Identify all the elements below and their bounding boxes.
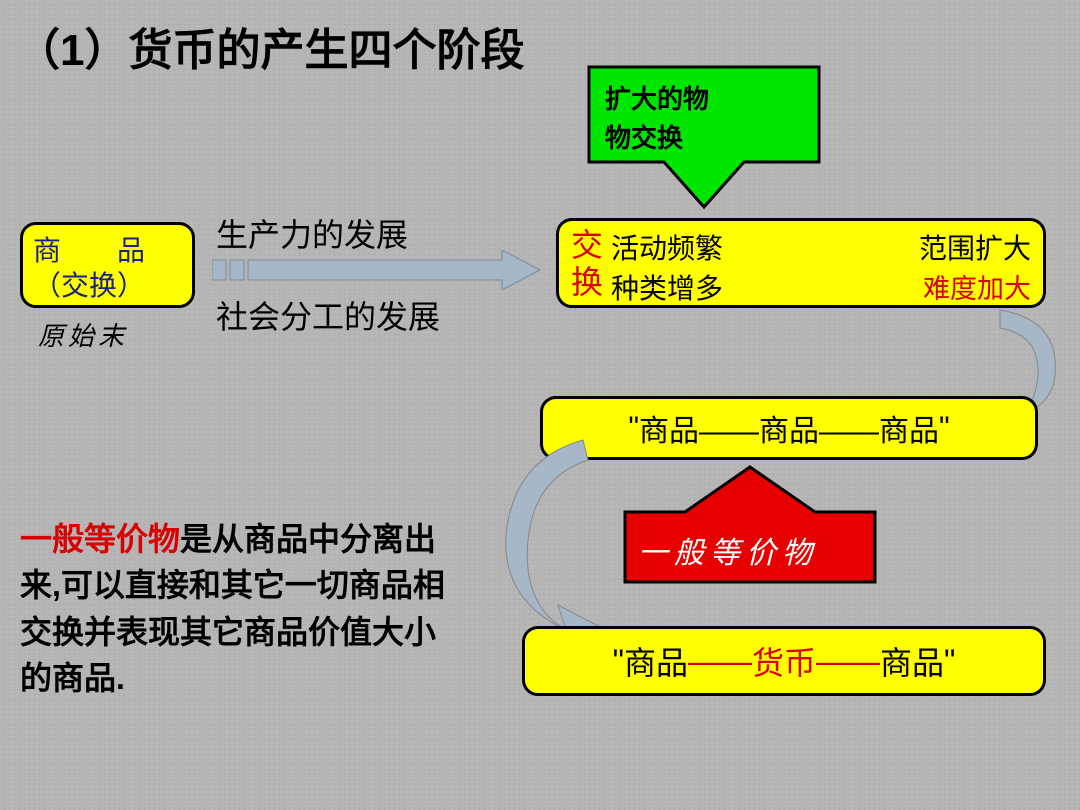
green-line2: 物交换: [605, 119, 709, 158]
box4-p1: 商品: [624, 638, 688, 684]
box4-qc: ": [944, 643, 955, 680]
green-callout-text: 扩大的物 物交换: [605, 80, 709, 158]
box2-t1: 活动频繁: [611, 227, 723, 267]
red-callout-shape: [615, 462, 885, 592]
box2-t2: 范围扩大: [919, 227, 1031, 267]
box4-mid: 货币: [752, 638, 816, 684]
box3-qc: ": [939, 411, 950, 445]
box1-line1: 商 品: [33, 233, 182, 268]
red-callout-text: 一般等价物: [638, 528, 818, 572]
description: 一般等价物是从商品中分离出来,可以直接和其它一切商品相交换并表现其它商品价值大小…: [20, 516, 450, 702]
title-text: （1）货币的产生四个阶段: [16, 26, 524, 75]
box4-qo: ": [613, 643, 624, 680]
box4-p2: 商品: [880, 638, 944, 684]
box4-d1: ——: [688, 643, 752, 680]
box2-t3: 种类增多: [611, 267, 723, 307]
desc-hl: 一般等价物: [20, 521, 180, 557]
curved-arrow-left: [488, 430, 608, 650]
box1-line2: （交换）: [33, 268, 182, 303]
green-line1: 扩大的物: [605, 80, 709, 119]
box-exchange: 交 换 活动频繁 范围扩大 种类增多 难度加大: [556, 218, 1046, 308]
box3-qo: ": [628, 411, 639, 445]
box-commodity: 商 品 （交换）: [20, 222, 195, 308]
arrow1-label-bottom: 社会分工的发展: [216, 292, 440, 338]
slide-title: （1）货币的产生四个阶段: [16, 14, 524, 78]
box1-sub: 原始末: [38, 316, 128, 353]
box4-d2: ——: [816, 643, 880, 680]
arrow-right-block: [212, 250, 542, 290]
box-ccc: " 商品——商品——商品 ": [540, 396, 1038, 460]
jiaohuan-vert: 交 换: [571, 227, 607, 301]
box3-text: 商品——商品——商品: [639, 406, 939, 450]
box-cmc: " 商品 —— 货币 —— 商品 ": [522, 626, 1046, 696]
